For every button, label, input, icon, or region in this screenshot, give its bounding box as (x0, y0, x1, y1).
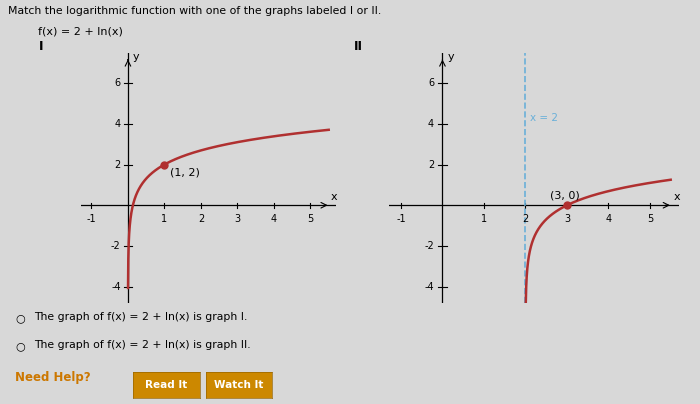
Text: 6: 6 (115, 78, 120, 88)
Text: ○: ○ (15, 341, 25, 351)
Text: 4: 4 (115, 119, 120, 129)
Text: -2: -2 (111, 241, 120, 251)
Text: Watch It: Watch It (214, 380, 264, 390)
Text: -4: -4 (424, 282, 434, 292)
Text: 2: 2 (198, 215, 204, 224)
Text: f(x) = 2 + ln(x): f(x) = 2 + ln(x) (38, 26, 123, 36)
Text: -1: -1 (87, 215, 97, 224)
Text: x: x (673, 192, 680, 202)
Text: 4: 4 (428, 119, 434, 129)
Text: ○: ○ (15, 313, 25, 323)
Text: Need Help?: Need Help? (15, 371, 91, 384)
Text: 1: 1 (481, 215, 487, 224)
Text: x: x (331, 192, 337, 202)
Text: 5: 5 (647, 215, 653, 224)
Text: 1: 1 (162, 215, 167, 224)
Text: (1, 2): (1, 2) (170, 168, 199, 178)
Text: 2: 2 (114, 160, 120, 170)
Text: y: y (132, 52, 139, 61)
Text: Match the logarithmic function with one of the graphs labeled I or II.: Match the logarithmic function with one … (8, 6, 382, 16)
Text: The graph of f(x) = 2 + ln(x) is graph II.: The graph of f(x) = 2 + ln(x) is graph I… (34, 340, 250, 350)
Text: -2: -2 (424, 241, 434, 251)
Text: I: I (38, 40, 43, 53)
Text: -4: -4 (111, 282, 120, 292)
Text: y: y (447, 52, 454, 61)
Text: 3: 3 (234, 215, 241, 224)
Text: 4: 4 (271, 215, 277, 224)
Text: 3: 3 (564, 215, 570, 224)
Text: II: II (354, 40, 363, 53)
Text: 5: 5 (307, 215, 314, 224)
Text: The graph of f(x) = 2 + ln(x) is graph I.: The graph of f(x) = 2 + ln(x) is graph I… (34, 312, 247, 322)
Text: -1: -1 (396, 215, 406, 224)
Text: 4: 4 (606, 215, 612, 224)
Text: x = 2: x = 2 (531, 113, 559, 123)
Text: (3, 0): (3, 0) (550, 190, 580, 200)
Text: Read It: Read It (145, 380, 188, 390)
Text: 6: 6 (428, 78, 434, 88)
Text: 2: 2 (522, 215, 528, 224)
Text: 2: 2 (428, 160, 434, 170)
